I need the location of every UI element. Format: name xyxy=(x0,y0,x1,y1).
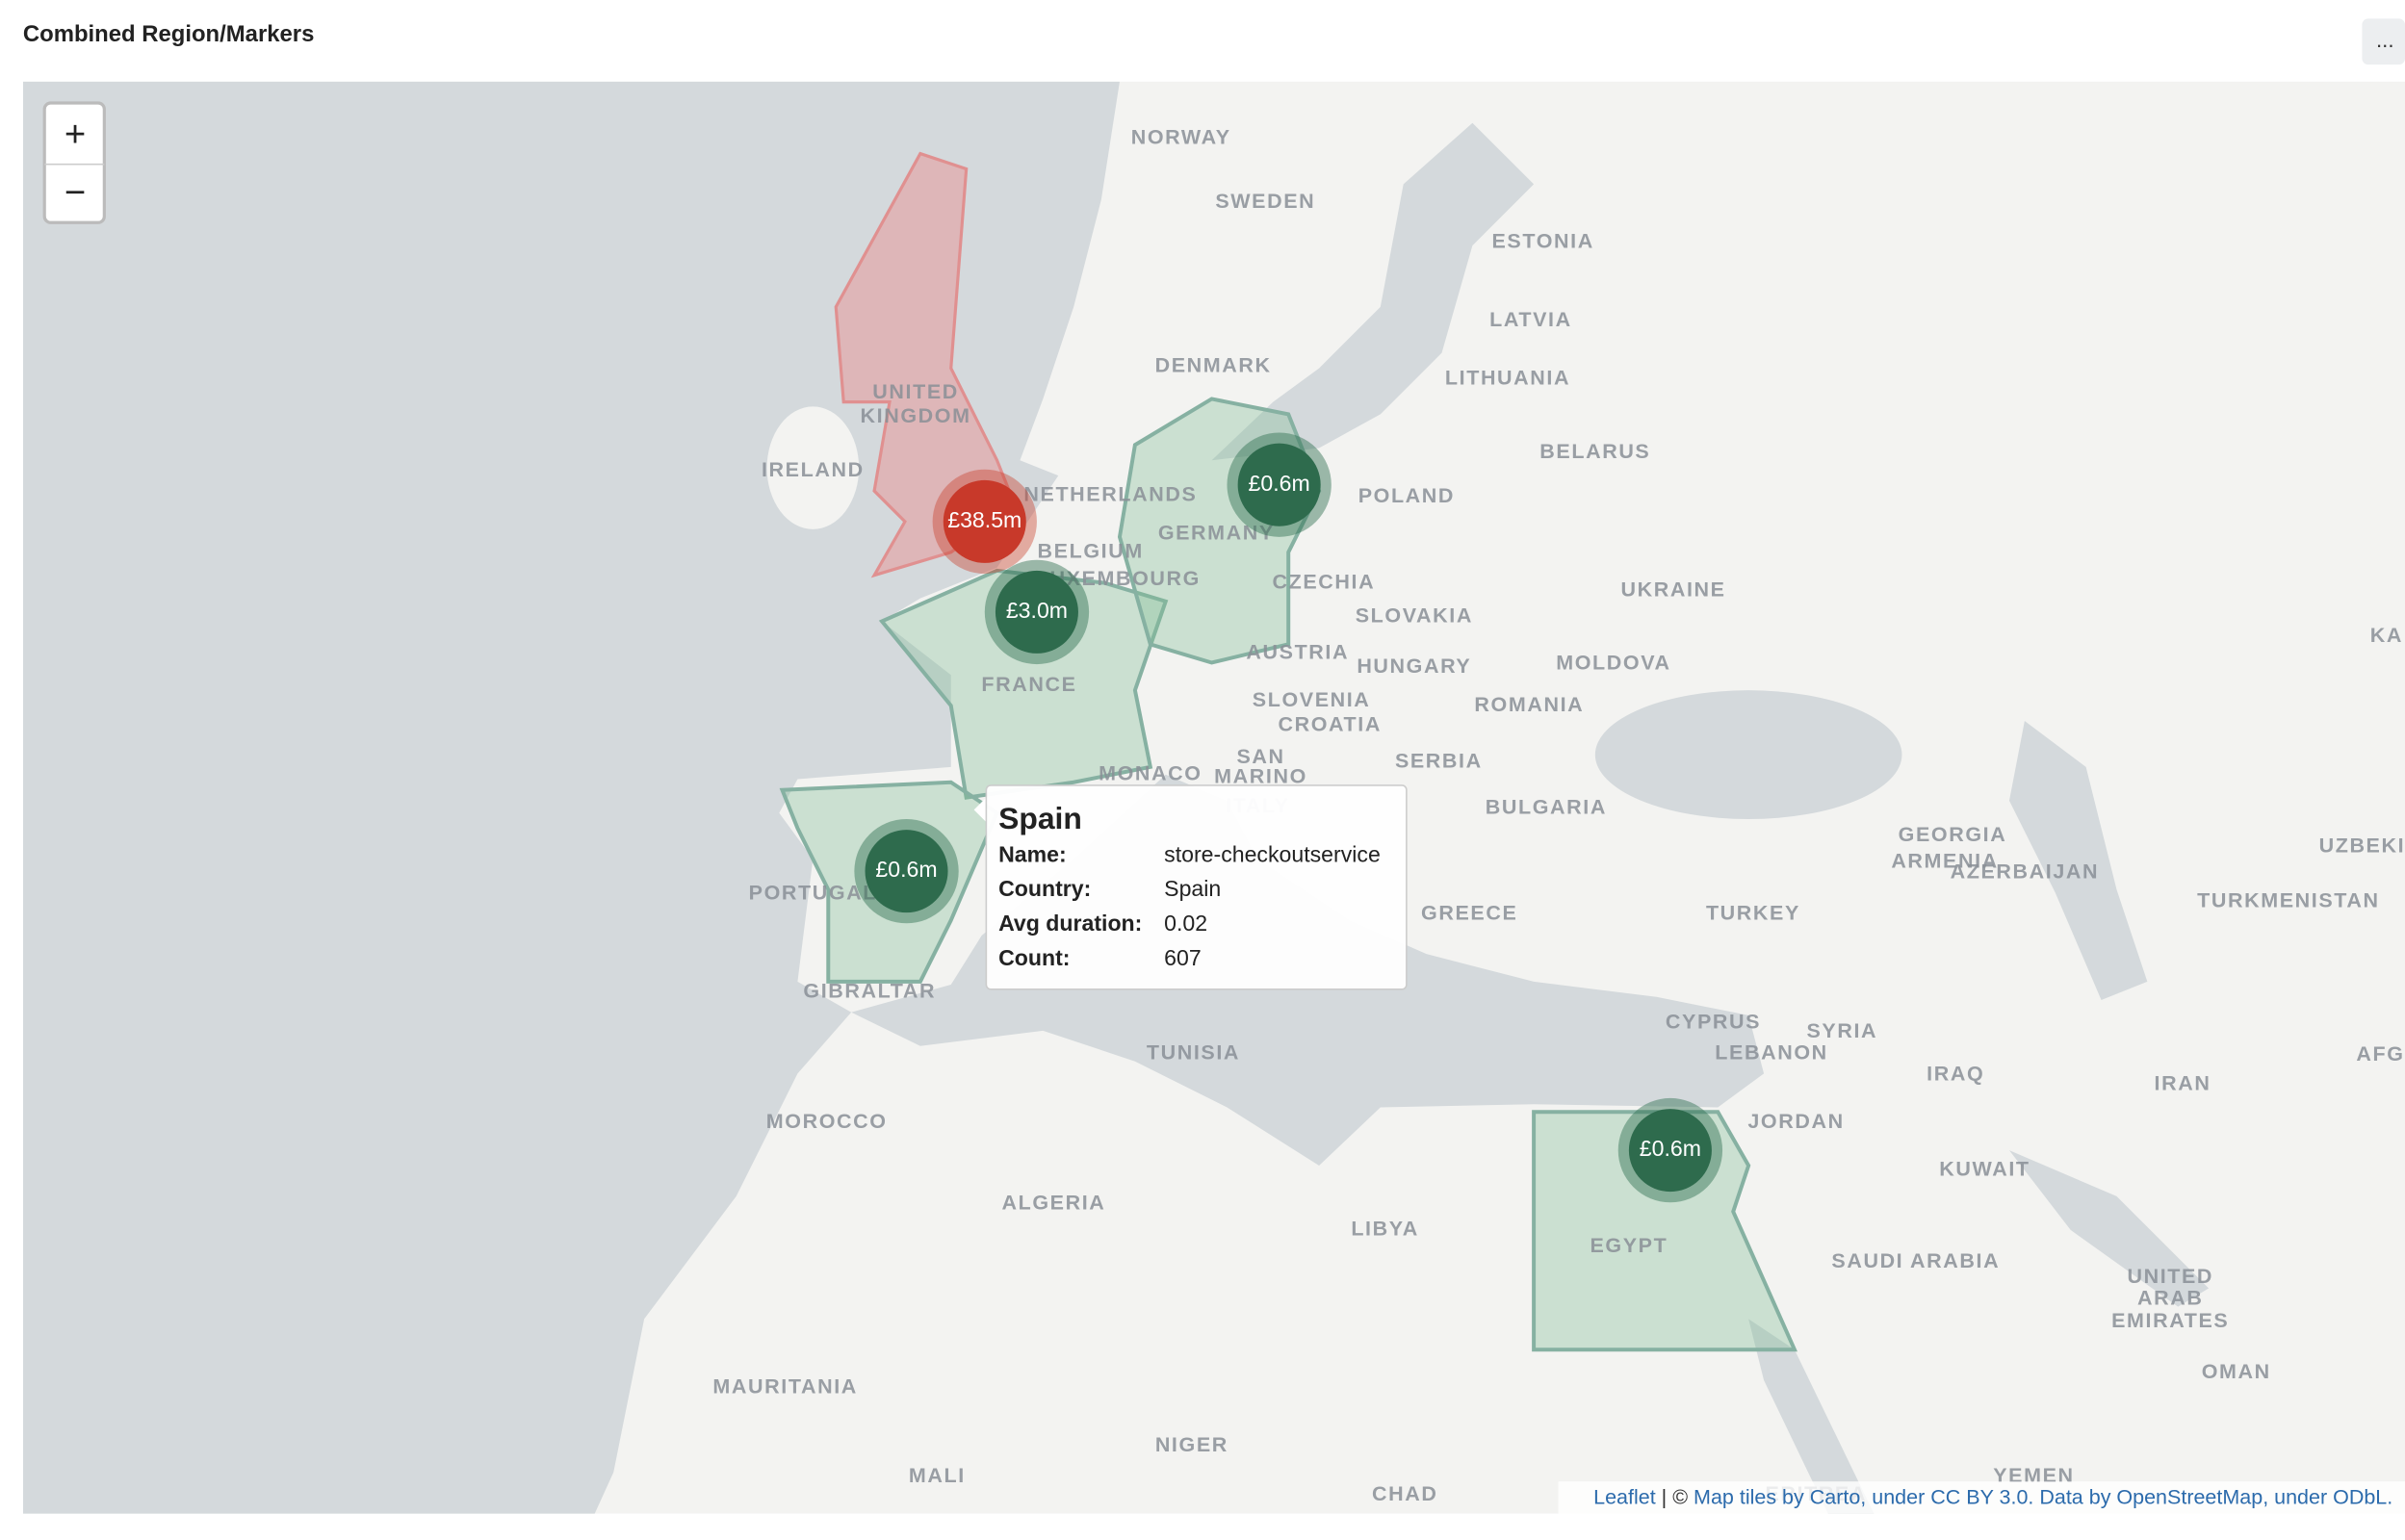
country-label: SLOVAKIA xyxy=(1356,603,1473,627)
country-label: MARINO xyxy=(1214,765,1307,788)
country-label: CROATIA xyxy=(1278,712,1382,735)
popup-value: Spain xyxy=(1164,876,1221,901)
marker-label: £0.6m xyxy=(1249,471,1310,496)
marker-dot xyxy=(1237,443,1321,526)
country-label: LIBYA xyxy=(1351,1218,1419,1241)
country-label: LEBANON xyxy=(1715,1040,1827,1064)
country-label: KINGDOM xyxy=(861,404,971,427)
country-label: BULGARIA xyxy=(1486,795,1607,818)
country-label: SYRIA xyxy=(1806,1019,1877,1042)
menu-button[interactable] xyxy=(2362,18,2405,65)
country-label: PORTUGAL xyxy=(749,882,877,905)
country-label: ARAB xyxy=(2137,1286,2203,1309)
region-uk[interactable] xyxy=(834,151,1018,578)
country-label: MALI xyxy=(909,1464,966,1487)
popup-value: 607 xyxy=(1164,945,1202,970)
popup-key: Count: xyxy=(998,945,1070,970)
map[interactable]: NORWAY SWEDEN ESTONIA LATVIA LITHUANIA DENMAR… xyxy=(22,81,2405,1540)
leaflet-link[interactable]: Leaflet xyxy=(1593,1485,1656,1508)
country-label: UKRAINE xyxy=(1621,578,1726,601)
popup: Spain Name: store-checkoutservice Country:… xyxy=(973,784,1408,990)
country-label: DENMARK xyxy=(1155,354,1272,377)
country-label: CZECHIA xyxy=(1272,570,1375,593)
country-label: OMAN xyxy=(2202,1360,2271,1383)
marker-label: £3.0m xyxy=(1006,598,1068,623)
country-label: KUWAIT xyxy=(1939,1157,2030,1180)
country-label: NIGER xyxy=(1155,1433,1228,1456)
country-label: MOROCCO xyxy=(766,1110,888,1133)
country-label: SERBIA xyxy=(1395,750,1483,773)
country-label: BELARUS xyxy=(1539,440,1650,463)
country-label: AFG xyxy=(2356,1042,2404,1065)
country-label: IRAQ xyxy=(1927,1063,1984,1086)
country-label: ALGERIA xyxy=(1002,1192,1106,1215)
marker-dot xyxy=(943,479,1026,563)
country-label: LITHUANIA xyxy=(1445,366,1570,389)
country-label: SAUDI ARABIA xyxy=(1831,1249,2000,1272)
zoom-in[interactable]: + xyxy=(65,114,86,155)
popup-value: 0.02 xyxy=(1164,911,1207,936)
country-label: ARMENIA xyxy=(1891,849,1998,872)
country-label: NORWAY xyxy=(1131,125,1231,148)
country-label: SAN xyxy=(1236,745,1284,768)
country-label: FRANCE xyxy=(981,673,1076,696)
country-label: JORDAN xyxy=(1747,1110,1844,1133)
country-label: HUNGARY xyxy=(1357,654,1471,678)
popup-key: Name: xyxy=(998,841,1067,866)
attribution: Leaflet | © Map tiles by Carto, under CC… xyxy=(1593,1485,2392,1508)
menu-icon[interactable]: ... xyxy=(2376,28,2394,52)
country-label: MONACO xyxy=(1099,761,1202,784)
marker-label: £0.6m xyxy=(1640,1136,1701,1161)
country-label: CYPRUS xyxy=(1666,1011,1761,1034)
zoom-control: + − xyxy=(42,101,106,224)
popup-key: Country: xyxy=(998,876,1091,901)
country-label: CHAD xyxy=(1372,1482,1437,1505)
marker[interactable]: £0.6m xyxy=(1617,1097,1723,1203)
popup-title: Spain xyxy=(998,801,1082,835)
country-label: POLAND xyxy=(1358,484,1455,507)
country-label: MAURITANIA xyxy=(712,1375,858,1399)
country-label: IRAN xyxy=(2155,1071,2211,1094)
marker-dot xyxy=(1628,1109,1712,1193)
marker-label: £38.5m xyxy=(947,507,1021,532)
zoom-out[interactable]: − xyxy=(65,172,86,214)
popup-key: Avg duration: xyxy=(998,911,1142,936)
popup-value: store-checkoutservice xyxy=(1164,841,1381,866)
country-label: EMIRATES xyxy=(2111,1309,2229,1332)
attribution-text[interactable]: Map tiles by Carto, under CC BY 3.0. Dat… xyxy=(1694,1485,2392,1508)
country-label: MOLDOVA xyxy=(1556,652,1670,675)
country-label: TUNISIA xyxy=(1147,1040,1240,1064)
country-label: EGYPT xyxy=(1590,1234,1668,1257)
marker[interactable]: £3.0m xyxy=(984,559,1090,665)
marker[interactable]: £38.5m xyxy=(932,469,1037,575)
country-label: UNITED xyxy=(2127,1265,2213,1288)
country-label: UNITED xyxy=(872,380,959,403)
country-label: NETHERLANDS xyxy=(1023,483,1197,506)
country-label: SLOVENIA xyxy=(1253,688,1371,711)
country-label: UZBEKI xyxy=(2319,834,2405,857)
country-label: ESTONIA xyxy=(1492,230,1594,253)
country-label: AUSTRIA xyxy=(1246,641,1349,664)
marker-dot xyxy=(995,570,1078,654)
country-label: ROMANIA xyxy=(1474,693,1584,716)
country-label: GREECE xyxy=(1421,901,1517,924)
attribution-separator: | © xyxy=(1662,1485,1689,1508)
marker[interactable]: £0.6m xyxy=(1227,432,1332,537)
marker[interactable]: £0.6m xyxy=(854,818,959,924)
country-label: GEORGIA xyxy=(1899,823,2007,846)
country-label: GERMANY xyxy=(1158,521,1275,544)
country-label: TURKEY xyxy=(1706,901,1800,924)
country-label: KA xyxy=(2370,624,2403,647)
country-label: TURKMENISTAN xyxy=(2197,889,2380,912)
country-label: IRELAND xyxy=(762,458,865,481)
marker-label: £0.6m xyxy=(875,857,937,882)
country-label: BELGIUM xyxy=(1038,539,1144,562)
panel-title: Combined Region/Markers xyxy=(23,21,314,47)
marker-dot xyxy=(865,830,948,913)
country-label: SWEDEN xyxy=(1215,190,1315,213)
country-label: AZERBAIJAN xyxy=(1951,860,2100,883)
country-label: GIBRALTAR xyxy=(803,980,936,1003)
country-label: LATVIA xyxy=(1489,308,1572,331)
